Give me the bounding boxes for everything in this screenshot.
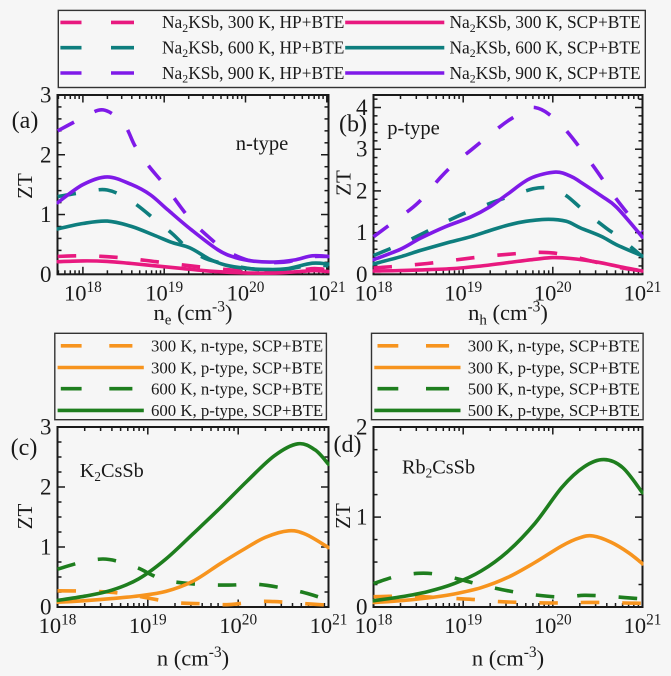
svg-text:ZT: ZT — [13, 173, 37, 199]
svg-text:600 K, p-type, SCP+BTE: 600 K, p-type, SCP+BTE — [151, 401, 323, 420]
svg-text:10: 10 — [310, 613, 333, 638]
svg-text:2: 2 — [40, 475, 52, 500]
svg-text:10: 10 — [444, 613, 467, 638]
svg-text:Na2KSb, 900 K, HP+BTE: Na2KSb, 900 K, HP+BTE — [162, 63, 344, 86]
svg-text:Na2KSb, 300 K, SCP+BTE: Na2KSb, 300 K, SCP+BTE — [450, 12, 641, 35]
svg-text:10: 10 — [624, 280, 647, 305]
svg-text:2: 2 — [356, 178, 368, 203]
svg-text:Na2KSb, 600 K, SCP+BTE: Na2KSb, 600 K, SCP+BTE — [450, 38, 641, 61]
svg-text:19: 19 — [467, 279, 483, 296]
svg-text:20: 20 — [242, 612, 258, 629]
svg-text:18: 18 — [377, 279, 393, 296]
svg-text:Na2KSb, 300 K, HP+BTE: Na2KSb, 300 K, HP+BTE — [162, 12, 344, 35]
svg-text:20: 20 — [556, 279, 572, 296]
svg-text:20: 20 — [556, 612, 572, 629]
svg-text:n (cm-3): n (cm-3) — [157, 644, 229, 671]
svg-text:ZT: ZT — [13, 504, 37, 530]
svg-text:3: 3 — [356, 137, 368, 162]
svg-text:1: 1 — [40, 535, 52, 560]
svg-text:Na2KSb, 900 K, SCP+BTE: Na2KSb, 900 K, SCP+BTE — [450, 63, 641, 86]
svg-text:10: 10 — [534, 613, 557, 638]
svg-text:10: 10 — [39, 613, 62, 638]
svg-text:1: 1 — [40, 202, 52, 227]
svg-text:(d): (d) — [334, 432, 362, 458]
svg-text:3: 3 — [40, 83, 52, 108]
svg-text:300 K, n-type, SCP+BTE: 300 K, n-type, SCP+BTE — [151, 337, 323, 356]
svg-text:19: 19 — [467, 612, 483, 629]
svg-text:10: 10 — [444, 280, 467, 305]
svg-text:10: 10 — [145, 280, 168, 305]
svg-text:10: 10 — [219, 613, 242, 638]
svg-text:10: 10 — [129, 613, 152, 638]
svg-text:300 K, n-type, SCP+BTE: 300 K, n-type, SCP+BTE — [468, 337, 640, 356]
svg-text:K2CsSb: K2CsSb — [80, 460, 144, 484]
svg-text:500 K, p-type, SCP+BTE: 500 K, p-type, SCP+BTE — [468, 401, 640, 420]
svg-text:19: 19 — [151, 612, 167, 629]
svg-text:19: 19 — [168, 279, 184, 296]
svg-text:10: 10 — [227, 280, 250, 305]
svg-text:300 K, p-type, SCP+BTE: 300 K, p-type, SCP+BTE — [151, 358, 323, 377]
svg-text:18: 18 — [377, 612, 393, 629]
svg-text:21: 21 — [330, 279, 345, 296]
svg-text:10: 10 — [308, 280, 331, 305]
svg-text:(a): (a) — [12, 108, 39, 134]
svg-text:21: 21 — [646, 279, 661, 296]
svg-text:10: 10 — [355, 613, 378, 638]
svg-text:ZT: ZT — [332, 170, 356, 196]
svg-text:(b): (b) — [339, 112, 367, 138]
svg-text:0: 0 — [356, 595, 368, 620]
svg-text:Na2KSb, 600 K, HP+BTE: Na2KSb, 600 K, HP+BTE — [162, 38, 344, 61]
svg-text:n-type: n-type — [236, 133, 289, 155]
svg-text:2: 2 — [40, 142, 52, 167]
svg-text:300 K, p-type, SCP+BTE: 300 K, p-type, SCP+BTE — [468, 358, 640, 377]
svg-text:10: 10 — [534, 280, 557, 305]
svg-text:(c): (c) — [11, 435, 38, 461]
svg-text:21: 21 — [332, 612, 347, 629]
svg-text:p-type: p-type — [387, 117, 440, 139]
svg-text:2: 2 — [356, 415, 368, 440]
svg-text:18: 18 — [87, 279, 103, 296]
svg-text:0: 0 — [40, 262, 52, 287]
svg-text:10: 10 — [355, 280, 378, 305]
svg-text:4: 4 — [356, 95, 368, 120]
svg-text:1: 1 — [356, 505, 368, 530]
svg-text:21: 21 — [646, 612, 661, 629]
svg-text:18: 18 — [61, 612, 77, 629]
svg-text:20: 20 — [249, 279, 265, 296]
svg-text:1: 1 — [356, 220, 368, 245]
svg-text:3: 3 — [40, 415, 52, 440]
svg-text:500 K, n-type, SCP+BTE: 500 K, n-type, SCP+BTE — [468, 380, 640, 399]
svg-text:10: 10 — [624, 613, 647, 638]
svg-text:Rb2CsSb: Rb2CsSb — [402, 457, 475, 481]
svg-text:0: 0 — [356, 262, 368, 287]
svg-text:0: 0 — [40, 595, 52, 620]
svg-text:600 K, n-type, SCP+BTE: 600 K, n-type, SCP+BTE — [151, 380, 323, 399]
svg-text:ZT: ZT — [331, 503, 355, 529]
svg-text:10: 10 — [64, 280, 87, 305]
